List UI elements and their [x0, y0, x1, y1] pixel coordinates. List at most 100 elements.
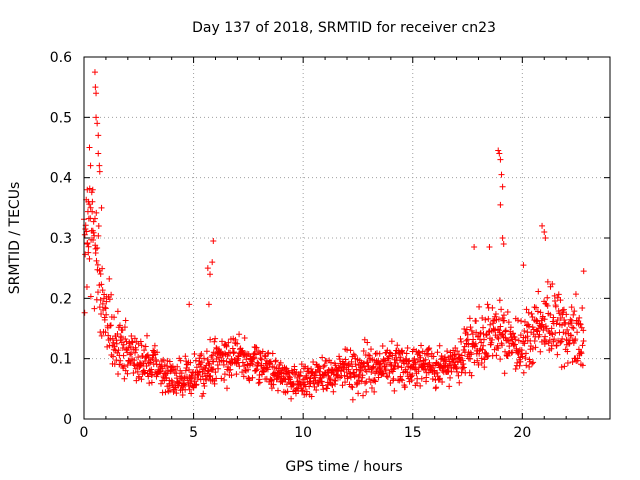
data-point: [151, 342, 158, 349]
data-point: [144, 351, 151, 358]
data-point: [515, 337, 522, 344]
data-point: [375, 357, 382, 364]
data-point: [326, 375, 333, 382]
chart-title: Day 137 of 2018, SRMTID for receiver cn2…: [192, 20, 496, 36]
data-point: [577, 321, 584, 328]
data-point: [121, 375, 128, 382]
data-point: [113, 357, 120, 364]
data-point: [224, 385, 231, 392]
data-point: [87, 162, 94, 169]
data-point: [218, 375, 225, 382]
data-point: [135, 354, 142, 361]
data-point: [114, 330, 121, 337]
data-point: [468, 327, 475, 334]
data-point: [368, 346, 375, 353]
data-point: [102, 304, 109, 311]
data-point: [402, 384, 409, 391]
data-point: [348, 358, 355, 365]
data-point: [488, 339, 495, 346]
data-point: [121, 324, 128, 331]
data-point: [236, 331, 243, 338]
data-point: [228, 360, 235, 367]
data-point: [275, 365, 282, 372]
data-point: [551, 292, 558, 299]
data-point: [114, 308, 121, 315]
data-point: [433, 384, 440, 391]
data-point: [451, 351, 458, 358]
data-point: [152, 356, 159, 363]
data-point: [537, 348, 544, 355]
data-point: [567, 316, 574, 323]
data-point: [342, 379, 349, 386]
data-point: [546, 336, 553, 343]
data-point: [133, 346, 140, 353]
data-point: [89, 208, 96, 215]
data-point: [321, 362, 328, 369]
y-tick-label: 0.3: [50, 231, 72, 247]
data-point: [138, 342, 145, 349]
data-point: [493, 352, 500, 359]
data-point: [456, 379, 463, 386]
data-point: [492, 311, 499, 318]
data-point: [148, 366, 155, 373]
data-point: [177, 357, 184, 364]
data-point: [210, 238, 217, 245]
data-point: [499, 342, 506, 349]
data-point: [225, 339, 232, 346]
data-point: [91, 69, 98, 76]
x-axis-label: GPS time / hours: [285, 459, 402, 475]
data-point: [141, 347, 148, 354]
data-point: [508, 349, 515, 356]
data-point: [205, 301, 212, 308]
data-point: [473, 329, 480, 336]
data-point: [390, 366, 397, 373]
data-point: [496, 327, 503, 334]
data-point: [397, 354, 404, 361]
data-point: [579, 342, 586, 349]
data-point: [122, 336, 129, 343]
data-point: [317, 365, 324, 372]
data-point: [383, 361, 390, 368]
data-point: [543, 338, 550, 345]
data-point: [270, 381, 277, 388]
data-point: [303, 374, 310, 381]
data-point: [85, 249, 92, 256]
data-point: [549, 281, 556, 288]
data-points: [81, 69, 587, 403]
data-point: [239, 369, 246, 376]
data-point: [200, 390, 207, 397]
data-point: [239, 359, 246, 366]
data-point: [93, 209, 100, 216]
data-point: [307, 380, 314, 387]
data-point: [415, 368, 422, 375]
data-point: [487, 321, 494, 328]
data-point: [460, 364, 467, 371]
data-point: [253, 344, 260, 351]
x-tick-label: 15: [404, 425, 422, 441]
data-point: [439, 379, 446, 386]
data-point: [558, 364, 565, 371]
data-point: [552, 329, 559, 336]
data-point: [147, 359, 154, 366]
data-point: [319, 382, 326, 389]
data-point: [303, 388, 310, 395]
data-point: [274, 387, 281, 394]
data-point: [115, 370, 122, 377]
data-point: [482, 316, 489, 323]
data-point: [204, 265, 211, 272]
data-point: [455, 372, 462, 379]
data-point: [107, 322, 114, 329]
data-point: [102, 329, 109, 336]
data-point: [560, 306, 567, 313]
data-point: [83, 283, 90, 290]
data-point: [197, 376, 204, 383]
data-point: [255, 380, 262, 387]
data-point: [477, 329, 484, 336]
data-point: [532, 344, 539, 351]
data-point: [522, 350, 529, 357]
data-point: [191, 378, 198, 385]
data-point: [502, 327, 509, 334]
data-point: [521, 318, 528, 325]
data-point: [446, 383, 453, 390]
data-point: [163, 375, 170, 382]
